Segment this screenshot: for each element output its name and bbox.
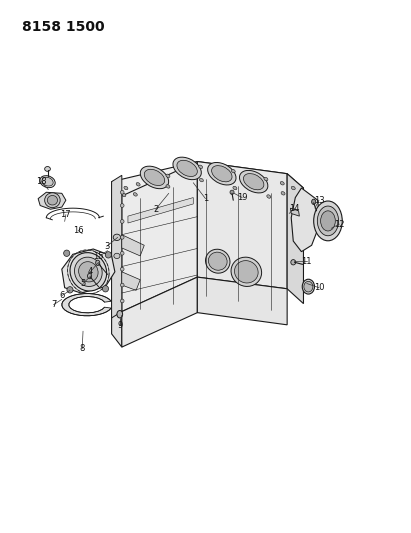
Polygon shape <box>38 192 66 209</box>
Ellipse shape <box>67 287 73 293</box>
Ellipse shape <box>166 174 170 177</box>
Ellipse shape <box>117 311 122 318</box>
Polygon shape <box>112 298 122 347</box>
Polygon shape <box>112 175 122 318</box>
Ellipse shape <box>233 187 237 190</box>
Ellipse shape <box>208 252 227 270</box>
Ellipse shape <box>64 250 70 256</box>
Ellipse shape <box>240 171 268 193</box>
Text: 14: 14 <box>289 204 300 213</box>
Ellipse shape <box>120 220 124 223</box>
Ellipse shape <box>120 267 124 271</box>
Ellipse shape <box>231 257 262 286</box>
Ellipse shape <box>79 262 98 282</box>
Text: 17: 17 <box>60 210 71 219</box>
Ellipse shape <box>120 190 124 194</box>
Ellipse shape <box>88 273 92 279</box>
Polygon shape <box>122 277 197 347</box>
Ellipse shape <box>122 193 126 197</box>
Text: 8: 8 <box>80 344 85 353</box>
Polygon shape <box>122 272 140 290</box>
Text: 8158 1500: 8158 1500 <box>22 20 104 34</box>
Ellipse shape <box>42 177 53 186</box>
Ellipse shape <box>166 185 170 188</box>
Ellipse shape <box>124 187 128 190</box>
Ellipse shape <box>105 252 111 258</box>
Ellipse shape <box>120 283 124 287</box>
Ellipse shape <box>206 249 230 273</box>
Polygon shape <box>62 294 111 316</box>
Ellipse shape <box>140 166 169 189</box>
Polygon shape <box>122 161 197 312</box>
Ellipse shape <box>199 165 203 168</box>
Text: 9: 9 <box>117 321 122 330</box>
Ellipse shape <box>47 196 58 205</box>
Polygon shape <box>112 161 303 209</box>
Ellipse shape <box>281 191 285 195</box>
Text: 10: 10 <box>314 283 324 292</box>
Text: 1: 1 <box>203 194 208 203</box>
Text: 11: 11 <box>302 257 312 265</box>
Ellipse shape <box>235 261 258 283</box>
Ellipse shape <box>208 163 236 185</box>
Ellipse shape <box>291 260 296 265</box>
Text: 19: 19 <box>237 193 247 202</box>
Ellipse shape <box>70 253 106 291</box>
Polygon shape <box>291 208 299 216</box>
Ellipse shape <box>144 169 165 185</box>
Text: 15: 15 <box>93 253 104 262</box>
Ellipse shape <box>314 201 342 241</box>
Ellipse shape <box>212 166 232 182</box>
Ellipse shape <box>45 166 51 171</box>
Text: 2: 2 <box>153 205 158 214</box>
Polygon shape <box>128 198 193 223</box>
Text: 6: 6 <box>59 291 65 300</box>
Ellipse shape <box>173 157 201 180</box>
Polygon shape <box>112 182 122 312</box>
Text: 4: 4 <box>88 268 93 276</box>
Ellipse shape <box>231 169 235 173</box>
Ellipse shape <box>312 199 316 205</box>
Polygon shape <box>122 235 144 256</box>
Ellipse shape <box>304 281 313 292</box>
Text: 18: 18 <box>36 177 47 186</box>
Ellipse shape <box>317 206 339 236</box>
Ellipse shape <box>291 187 295 190</box>
Ellipse shape <box>113 234 120 240</box>
Ellipse shape <box>302 279 314 294</box>
Text: 3: 3 <box>104 242 109 251</box>
Ellipse shape <box>199 179 203 182</box>
Text: 5: 5 <box>81 279 85 288</box>
Ellipse shape <box>74 257 102 286</box>
Text: 12: 12 <box>334 220 345 229</box>
Ellipse shape <box>136 183 140 186</box>
Ellipse shape <box>120 204 124 207</box>
Ellipse shape <box>243 174 264 190</box>
Ellipse shape <box>40 176 55 188</box>
Ellipse shape <box>96 260 100 265</box>
Ellipse shape <box>280 182 284 185</box>
Ellipse shape <box>120 299 124 303</box>
Polygon shape <box>197 277 287 325</box>
Polygon shape <box>291 188 320 252</box>
Ellipse shape <box>230 190 234 195</box>
Ellipse shape <box>321 211 335 231</box>
Ellipse shape <box>264 177 268 181</box>
Text: 13: 13 <box>314 196 324 205</box>
Polygon shape <box>62 249 115 293</box>
Ellipse shape <box>114 253 120 259</box>
Ellipse shape <box>45 193 60 208</box>
Ellipse shape <box>120 252 124 255</box>
Ellipse shape <box>133 192 137 196</box>
Ellipse shape <box>120 236 124 239</box>
Text: 7: 7 <box>51 300 56 309</box>
Ellipse shape <box>102 286 109 292</box>
Text: 16: 16 <box>73 226 83 235</box>
Ellipse shape <box>177 160 197 176</box>
Ellipse shape <box>267 195 271 198</box>
Polygon shape <box>197 161 287 289</box>
Polygon shape <box>287 174 303 304</box>
